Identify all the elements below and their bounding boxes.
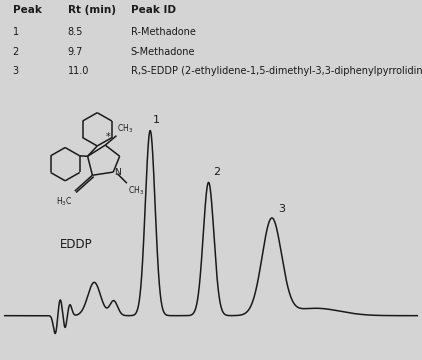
Text: 1: 1 xyxy=(13,27,19,37)
Text: CH$_3$: CH$_3$ xyxy=(128,184,144,197)
Text: *: * xyxy=(106,132,111,142)
Text: 3: 3 xyxy=(278,204,285,214)
Text: R,S-EDDP (2-ethylidene-1,5-dimethyl-3,3-diphenylpyrrolidine): R,S-EDDP (2-ethylidene-1,5-dimethyl-3,3-… xyxy=(131,66,422,76)
Text: R-Methadone: R-Methadone xyxy=(131,27,196,37)
Text: CH$_3$: CH$_3$ xyxy=(117,122,133,135)
Text: Rt (min): Rt (min) xyxy=(68,5,116,15)
Text: S-Methadone: S-Methadone xyxy=(131,47,195,57)
Text: 2: 2 xyxy=(13,47,19,57)
Text: 1: 1 xyxy=(153,115,160,125)
Text: 2: 2 xyxy=(214,167,221,177)
Text: 8.5: 8.5 xyxy=(68,27,83,37)
Text: H$_3$C: H$_3$C xyxy=(56,196,73,208)
Text: 11.0: 11.0 xyxy=(68,66,89,76)
Text: Peak: Peak xyxy=(13,5,41,15)
Text: 3: 3 xyxy=(13,66,19,76)
Text: N: N xyxy=(114,167,121,176)
Text: 9.7: 9.7 xyxy=(68,47,83,57)
Text: Peak ID: Peak ID xyxy=(131,5,176,15)
Text: EDDP: EDDP xyxy=(60,238,93,251)
